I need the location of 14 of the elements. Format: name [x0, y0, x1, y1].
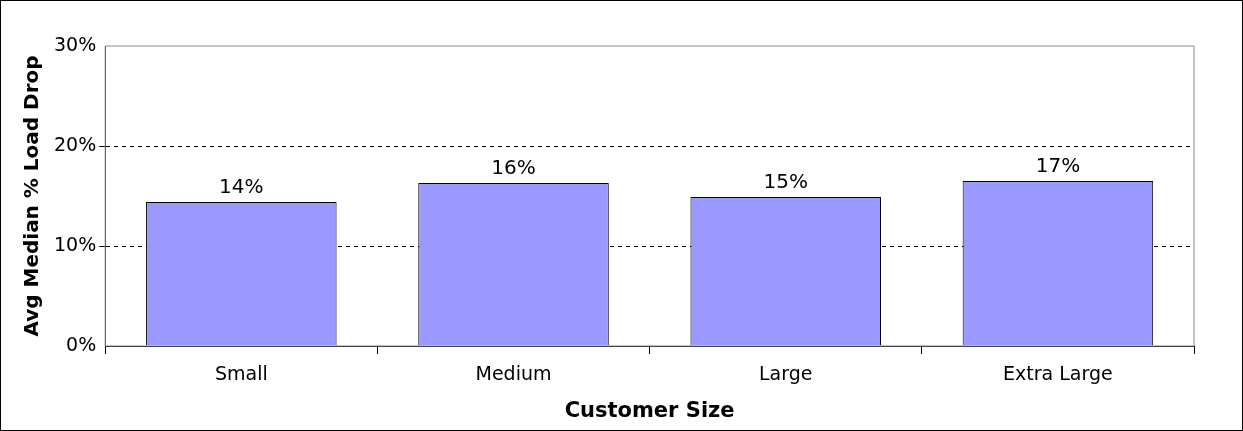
x-tick-label: Small	[214, 362, 268, 385]
y-tick-label: 0%	[66, 332, 97, 355]
y-axis-title: Avg Median % Load Drop	[19, 55, 44, 337]
x-axis-title: Customer Size	[564, 397, 735, 422]
data-label: 15%	[763, 169, 808, 194]
y-tick-label: 20%	[54, 132, 97, 155]
x-tick-label: Large	[758, 362, 813, 385]
y-tick-label: 10%	[54, 232, 97, 255]
data-label: 17%	[1035, 153, 1081, 178]
x-tick-label: Medium	[475, 362, 552, 385]
x-tick-label: Extra Large	[1003, 362, 1113, 385]
data-label: 14%	[219, 174, 264, 199]
data-label: 16%	[491, 155, 536, 180]
y-tick-label: 30%	[54, 32, 97, 55]
